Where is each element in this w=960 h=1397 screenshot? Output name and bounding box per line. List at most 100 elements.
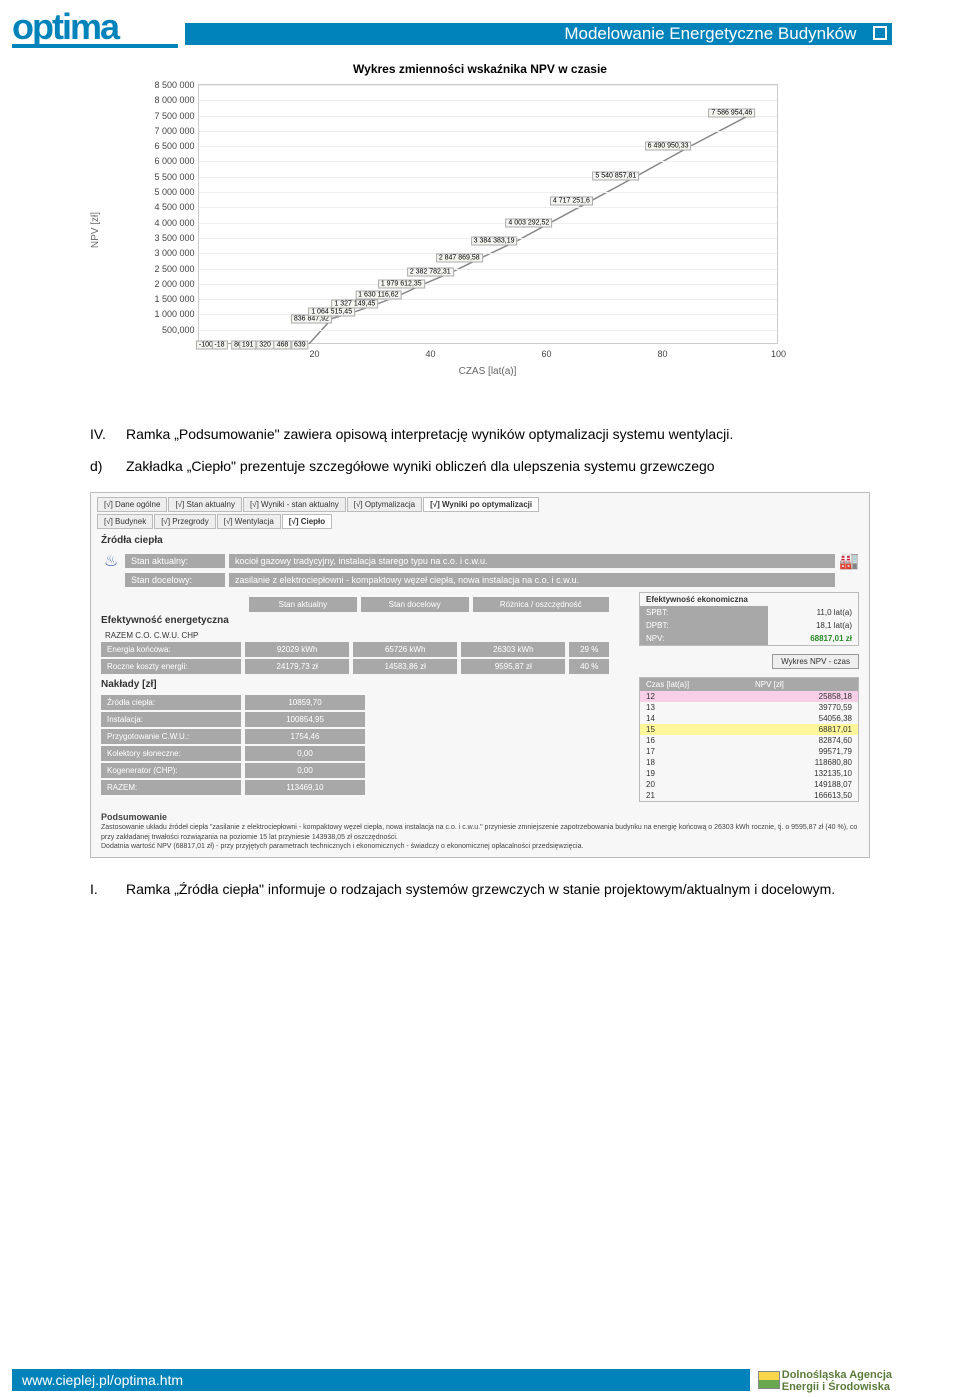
text-iv: Ramka „Podsumowanie" zawiera opisową int… [126,423,733,445]
tab-l2[interactable]: [√] Przegrody [154,514,216,529]
ytick: 2 500 000 [137,264,195,274]
col-roznica: Różnica / oszczędność [473,597,609,612]
tab-l1[interactable]: [√] Stan aktualny [168,497,242,512]
marker-d: d) [90,455,126,477]
footer-org1: Dolnośląska Agencja [782,1369,892,1381]
npv-row: 20149188,07 [640,779,858,790]
energy-row: Roczne koszty energii:24179,73 zł14583,8… [91,658,619,675]
logo-underline [12,44,178,48]
point-label: 5 540 857,81 [592,171,639,180]
ytick: 7 500 000 [137,111,195,121]
col-headers-row: Stan aktualny Stan docelowy Różnica / os… [91,596,619,613]
razem-subtabs: RAZEM C.O. C.W.U. CHP [91,630,619,641]
eff-row: DPBT:18,1 lat(a) [640,619,858,632]
left-block: Stan aktualny Stan docelowy Różnica / os… [91,588,619,796]
ytick: 5 500 000 [137,172,195,182]
ytick: 3 000 000 [137,248,195,258]
tab-l2[interactable]: [√] Budynek [97,514,153,529]
embedded-screenshot: [√] Dane ogólne[√] Stan aktualny[√] Wyni… [90,492,870,858]
tab-l1[interactable]: [√] Optymalizacja [347,497,422,512]
npv-chart-button-wrap: Wykres NPV - czas [772,654,859,669]
row-stan-aktualny: ♨ Stan aktualny: kocioł gazowy tradycyjn… [91,550,869,572]
text-d: Zakładka „Ciepło" prezentuje szczegółowe… [126,455,715,477]
ytick: 8 500 000 [137,80,195,90]
npv-hdr-npv: NPV [zł] [749,678,858,691]
point-label: 1 064 515,45 [308,308,355,317]
col-stan-docelowy: Stan docelowy [361,597,469,612]
point-label: 1 979 612,35 [378,280,425,289]
summary-block: Podsumowanie Zastosowanie układu źródeł … [91,806,869,857]
ytick: 3 500 000 [137,233,195,243]
page-content: Wykres zmienności wskaźnika NPV w czasie… [90,62,870,910]
npv-row: 1339770,59 [640,702,858,713]
body-text-2: I. Ramka „Źródła ciepła" informuje o rod… [90,878,870,900]
paragraph-i: I. Ramka „Źródła ciepła" informuje o rod… [90,878,870,900]
point-label: 320 [256,340,274,349]
chart-title: Wykres zmienności wskaźnika NPV w czasie [90,62,870,76]
energy-row: Energia końcowa:92029 kWh65726 kWh26303 … [91,641,619,658]
paragraph-iv: IV. Ramka „Podsumowanie" zawiera opisową… [90,423,870,445]
banner-box-icon [873,26,887,40]
tab-l2[interactable]: [√] Wentylacja [217,514,281,529]
npv-chart-button[interactable]: Wykres NPV - czas [772,654,859,669]
ytick: 7 000 000 [137,126,195,136]
eff-energ-title: Efektywność energetyczna [91,613,619,630]
page-header: optima Modelowanie Energetyczne Budynków [0,0,960,54]
npv-row: 18118680,80 [640,757,858,768]
point-label: 2 847 869,58 [436,253,483,262]
xtick: 60 [541,349,551,359]
npv-row: 21166613,50 [640,790,858,801]
ytick: 5 000 000 [137,187,195,197]
naklady-row: Kogenerator (CHP):0,00 [91,762,619,779]
naklady-title: Nakłady [zł] [91,675,619,694]
y-axis-label: NPV [zł] [90,212,101,248]
npv-row: 1454056,38 [640,713,858,724]
summary-text: Zastosowanie układu źródeł ciepła "zasil… [101,823,859,850]
eff-row: NPV:68817,01 zł [640,632,858,645]
factory-icon: 🏭 [839,551,859,571]
npv-row: 1568817,01 [640,724,858,735]
chart-line-svg [199,85,777,344]
tab-l1[interactable]: [√] Dane ogólne [97,497,167,512]
footer-url: www.cieplej.pl/optima.htm [12,1369,750,1391]
eff-ekon-box: Efektywność ekonomiczna SPBT:11,0 lat(a)… [639,592,859,646]
npv-hdr-czas: Czas [lat(a)] [640,678,749,691]
naklady-row: Źródła ciepła:10859,70 [91,694,619,711]
x-axis-label: CZAS [lat(a)] [198,366,778,377]
ytick: 2 000 000 [137,279,195,289]
ytick: 6 000 000 [137,156,195,166]
tab-l1[interactable]: [√] Wyniki - stan aktualny [243,497,346,512]
ytick: 4 500 000 [137,202,195,212]
footer-logo-icon [758,1371,780,1389]
tab-l1[interactable]: [√] Wyniki po optymalizacji [423,497,539,512]
point-label: 468 [274,340,292,349]
ytick: 4 000 000 [137,218,195,228]
logo-text: optima [12,6,118,48]
npv-row: 19132135,10 [640,768,858,779]
point-label: -18 [211,341,227,350]
ytick: 500,000 [137,325,195,335]
marker-iv: IV. [90,423,126,445]
naklady-row: RAZEM:113469,10 [91,779,619,796]
point-label: 4 717 251,6 [550,196,593,205]
row-stan-docelowy: Stan docelowy: zasilanie z elektrociepło… [91,572,869,588]
npv-row: 1799571,79 [640,746,858,757]
col-stan-aktualny: Stan aktualny [249,597,357,612]
npv-row: 1682874,60 [640,735,858,746]
xtick: 20 [309,349,319,359]
point-label: 1 630 116,62 [355,291,401,300]
label-stan-aktualny: Stan aktualny: [125,554,225,568]
point-label: 7 586 954,46 [708,108,755,117]
paragraph-d: d) Zakładka „Ciepło" prezentuje szczegół… [90,455,870,477]
point-label: 191 [239,340,257,349]
footer-org: Dolnośląska Agencja Energii i Środowiska [782,1369,892,1393]
tab-l2[interactable]: [√] Ciepło [282,514,332,529]
page-footer: www.cieplej.pl/optima.htm Dolnośląska Ag… [0,1365,960,1397]
footer-org2: Energii i Środowiska [782,1381,890,1393]
point-label: 2 382 782,31 [407,268,454,277]
eff-row: SPBT:11,0 lat(a) [640,606,858,619]
chart-plot-area: 500,0001 000 0001 500 0002 000 0002 500 … [198,84,778,344]
flame-icon: ♨ [101,551,121,571]
point-label: 4 003 292,52 [505,218,552,227]
tabs-level1: [√] Dane ogólne[√] Stan aktualny[√] Wyni… [91,493,869,512]
